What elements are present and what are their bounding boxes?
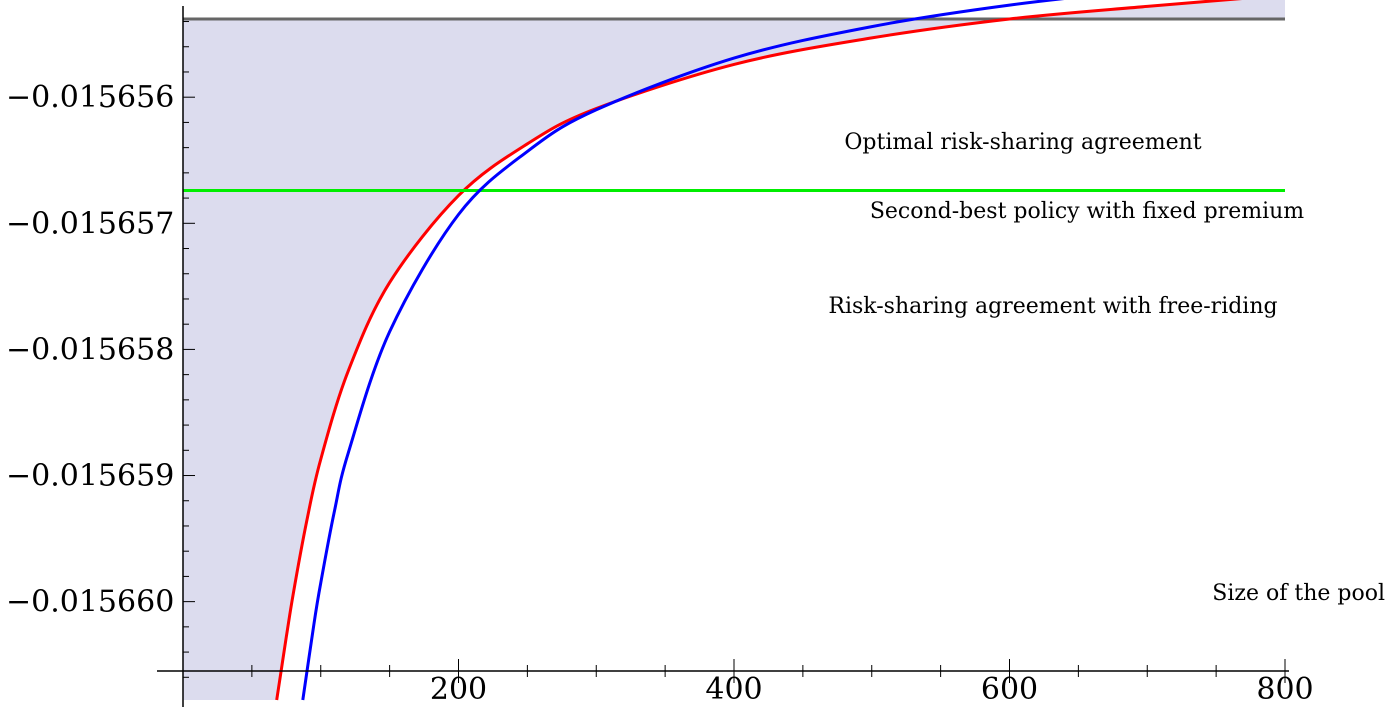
x-tick-label: 800 [1256, 672, 1313, 707]
y-tick-label: −0.015658 [6, 332, 174, 367]
annotation-optimal: Optimal risk-sharing agreement [844, 130, 1201, 155]
annotation-second-best: Second-best policy with fixed premium [870, 199, 1304, 224]
ticks [183, 21, 1286, 683]
y-tick-label: −0.015659 [6, 459, 174, 494]
series-group [183, 0, 1285, 701]
shaded-area [183, 0, 1285, 700]
series-free-riding [301, 0, 1064, 701]
x-axis-label: Size of the pool [1212, 581, 1385, 606]
tick-labels: 200 400 600 800 −0.015656 −0.015657 −0.015658 −… [6, 80, 1314, 707]
y-tick-label: −0.015656 [6, 80, 174, 115]
annotation-free-riding: Risk-sharing agreement with free-riding [828, 294, 1277, 319]
y-tick-label: −0.015657 [6, 206, 174, 241]
x-tick-label: 200 [430, 672, 487, 707]
x-tick-label: 400 [705, 672, 762, 707]
series-optimal [275, 0, 1243, 701]
shaded-region [183, 0, 1285, 700]
y-tick-label: −0.015660 [6, 585, 174, 620]
x-tick-label: 600 [981, 672, 1038, 707]
